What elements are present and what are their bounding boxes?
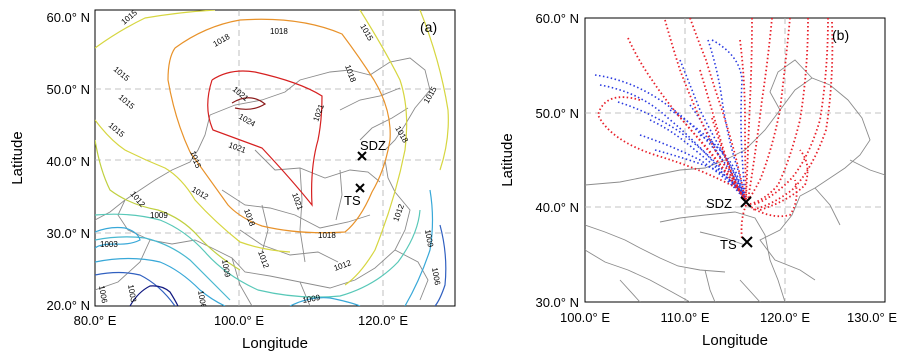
contour-label: 1018 <box>318 231 336 240</box>
site-label-sdz: SDZ <box>360 138 386 153</box>
x-tick-label: 100.0° E <box>214 313 264 328</box>
panel-b-gridlines <box>585 18 885 302</box>
x-tick-label: 110.0° E <box>660 310 709 325</box>
contour-label: 1009 <box>220 259 232 279</box>
contour-label: 1018 <box>270 27 288 36</box>
panel-b-x-ticks: 100.0° E 110.0° E 120.0° E 130.0° E <box>560 310 897 325</box>
site-label-ts: TS <box>344 193 361 208</box>
panel-a-x-ticks: 80.0° E 100.0° E 120.0° E <box>74 313 409 328</box>
panel-a-map: 1024 1021 1021 1021 1021 1018 1018 1018 … <box>9 9 456 352</box>
contour-label: 1009 <box>302 293 322 305</box>
contour-label: 1006 <box>196 290 208 310</box>
isobar-1003 <box>129 285 179 306</box>
isobar-1018 <box>167 18 391 234</box>
isobar-1015-inner <box>95 139 241 271</box>
isobar-1006-east <box>434 224 447 306</box>
panel-a-xlabel: Longitude <box>242 335 308 352</box>
contour-label: 1009 <box>150 211 168 220</box>
isobar-1015-east <box>344 10 408 286</box>
y-tick-label: 60.0° N <box>46 10 90 25</box>
y-tick-label: 60.0° N <box>535 11 579 26</box>
panel-b-xlabel: Longitude <box>702 332 768 349</box>
contour-label: 1003 <box>126 284 138 304</box>
panel-a-ylabel: Latitude <box>9 131 26 184</box>
y-tick-label: 50.0° N <box>535 106 579 121</box>
isobar-1009-south <box>289 297 361 306</box>
x-tick-label: 120.0° E <box>760 310 810 325</box>
panel-b-ylabel: Latitude <box>499 133 516 186</box>
panel-b-y-ticks: 60.0° N 50.0° N 40.0° N 30.0° N <box>535 11 579 310</box>
isobar-1021 <box>207 70 323 207</box>
panel-b-trajectories-red <box>597 18 834 241</box>
y-tick-label: 30.0° N <box>535 295 579 310</box>
panel-b-map: SDZ TS (b) 60.0° N 50.0° N 40.0° N 30.0°… <box>499 11 897 349</box>
x-tick-label: 80.0° E <box>74 313 117 328</box>
y-tick-label: 50.0° N <box>46 82 90 97</box>
isobar-1024 <box>231 97 267 110</box>
sdz-marker-icon <box>357 151 367 161</box>
isobar-1009-east <box>404 189 434 306</box>
panel-a-y-ticks: 60.0° N 50.0° N 40.0° N 30.0° N 20.0° N <box>46 10 90 313</box>
y-tick-label: 40.0° N <box>46 154 90 169</box>
panel-b-frame <box>584 17 886 303</box>
y-tick-label: 40.0° N <box>535 200 579 215</box>
ts-marker-icon <box>355 183 365 193</box>
panel-a-isobars <box>95 10 449 306</box>
isobar-1015-north <box>95 10 216 49</box>
x-tick-label: 100.0° E <box>560 310 610 325</box>
contour-label: 1006 <box>430 267 442 287</box>
panel-label-b: (b) <box>832 27 849 43</box>
x-tick-label: 120.0° E <box>358 313 408 328</box>
y-tick-label: 20.0° N <box>46 298 90 313</box>
x-tick-label: 130.0° E <box>847 310 897 325</box>
isobar-1006-west <box>95 271 176 306</box>
panel-a-sites: SDZ TS <box>344 138 386 208</box>
site-label-ts: TS <box>720 237 737 252</box>
panel-label-a: (a) <box>420 19 437 35</box>
isobar-1015-west <box>95 119 291 253</box>
isobar-1012 <box>95 209 421 298</box>
contour-label: 1006 <box>97 285 109 305</box>
contour-label: 1003 <box>100 240 118 249</box>
site-label-sdz: SDZ <box>706 196 732 211</box>
panel-b-sites: SDZ TS <box>706 196 753 252</box>
y-tick-label: 30.0° N <box>46 226 90 241</box>
isobar-1015-far-east <box>419 10 449 171</box>
isobar-1009-west <box>95 257 226 306</box>
ts-marker-icon <box>741 236 753 248</box>
panel-b-borders <box>585 59 885 302</box>
isobar-1009-low <box>95 226 141 249</box>
contour-label: 1009 <box>423 229 435 249</box>
sdz-marker-icon <box>740 196 752 208</box>
panel-a-gridlines <box>95 10 455 306</box>
isobar-1012-west <box>95 236 231 301</box>
panel-a-frame <box>94 9 456 307</box>
